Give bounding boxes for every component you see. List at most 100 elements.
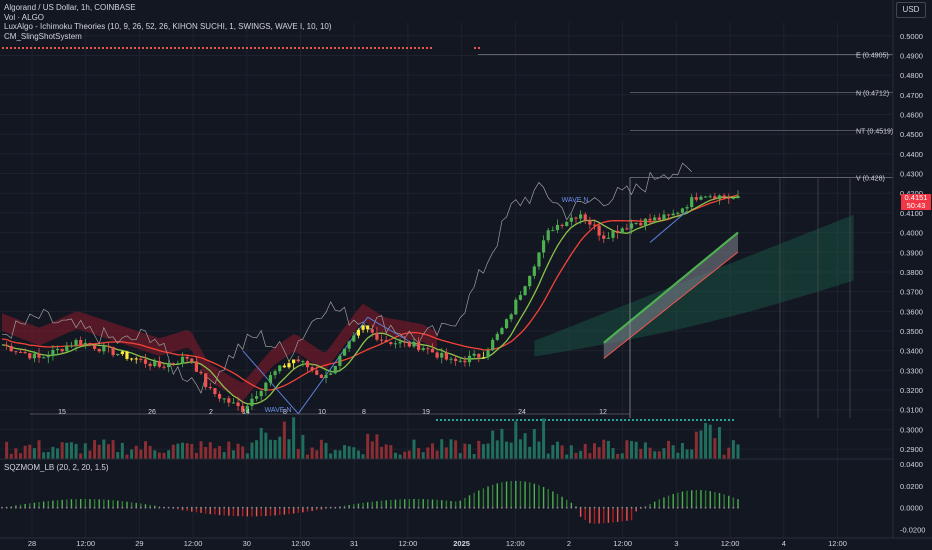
candle-body [116, 354, 120, 356]
volume-bar [667, 440, 671, 459]
volume-bar [14, 448, 18, 459]
squeeze-dot [371, 506, 374, 509]
candle-body [92, 344, 97, 349]
candle-body [208, 387, 212, 389]
resistance-dot [94, 47, 96, 49]
chikou-line [1, 162, 692, 395]
volume-bar [430, 443, 434, 459]
candle-body [305, 361, 310, 368]
resistance-dot [154, 47, 156, 49]
volume-bar [606, 440, 610, 459]
resistance-dot [334, 47, 336, 49]
candle-body [444, 352, 448, 360]
resistance-dot [310, 47, 312, 49]
volume-bar [268, 439, 272, 459]
time-tick-label: 3 [674, 539, 678, 548]
time-tick-label: 12:00 [828, 539, 847, 548]
resistance-dot [34, 47, 36, 49]
indicator-slingshot-label[interactable]: CM_SlingShotSystem [4, 31, 82, 41]
candle-body [264, 382, 268, 392]
resistance-dot [26, 47, 28, 49]
candle-body [32, 353, 37, 359]
candle-body [250, 398, 254, 407]
volume-bar [199, 441, 203, 459]
squeeze-dot [635, 506, 638, 509]
candle-body [648, 218, 652, 221]
candle-body [199, 371, 203, 374]
support-dot [532, 419, 534, 421]
volume-bar [106, 444, 110, 459]
indicator-ichimoku-label[interactable]: LuxAlgo - Ichimoku Theories (10, 9, 26, … [4, 22, 332, 31]
candle-body [597, 225, 601, 236]
volume-bar [375, 434, 379, 459]
candle-body [574, 217, 578, 219]
volume-bar [213, 448, 217, 459]
volume-bar [713, 438, 717, 459]
squeeze-dot [14, 506, 17, 509]
volume-bar [657, 451, 661, 459]
squeeze-dot [232, 506, 235, 509]
volume-bar [648, 447, 652, 459]
volume-bar [676, 452, 680, 459]
resistance-dot [14, 47, 16, 49]
sqzmom-label[interactable]: SQZMOM_LB (20, 2, 20, 1.5) [4, 463, 109, 472]
squeeze-dot [176, 506, 179, 509]
resistance-dot [382, 47, 384, 49]
price-tick-label: 0.3500 [900, 327, 923, 336]
resistance-dot [386, 47, 388, 49]
support-dot [444, 419, 446, 421]
candle-body [384, 340, 388, 343]
candle-body [606, 237, 610, 239]
resistance-dot [342, 47, 344, 49]
currency-button[interactable]: USD [896, 2, 926, 18]
candle-body [407, 342, 411, 347]
candle-body [231, 402, 236, 404]
candle-body [708, 196, 712, 198]
candle-body [60, 348, 64, 352]
squeeze-dot [538, 506, 540, 509]
candle-body [338, 355, 342, 366]
candle-body [500, 328, 504, 334]
volume-bar [218, 445, 222, 459]
indicator-volume-label[interactable]: Vol · ALGO [4, 12, 45, 22]
support-dot [596, 419, 598, 421]
candle-body [176, 363, 180, 365]
support-dot [656, 419, 658, 421]
support-dot [636, 419, 638, 421]
volume-bar [472, 454, 476, 459]
squeeze-dot [130, 506, 133, 509]
resistance-dot [282, 47, 284, 49]
support-dot [600, 419, 602, 421]
squeeze-dot [102, 506, 105, 509]
support-dot [640, 419, 642, 421]
squeeze-dot [676, 506, 679, 509]
symbol-title[interactable]: Algorand / US Dollar, 1h, COINBASE [4, 3, 136, 12]
squeeze-dot [200, 506, 202, 509]
volume-bar [347, 446, 351, 459]
squeeze-dot [737, 506, 739, 509]
support-dot [516, 419, 518, 421]
candle-body [472, 353, 476, 356]
candle-body [171, 363, 175, 365]
price-tick-label: 0.5000 [900, 32, 923, 41]
candle-body [134, 358, 138, 360]
squeeze-dot [468, 506, 471, 509]
support-dot [696, 419, 698, 421]
resistance-dot [306, 47, 308, 49]
support-dot [500, 419, 502, 421]
resistance-dot [166, 47, 168, 49]
squeeze-dot [376, 506, 378, 509]
resistance-dot [146, 47, 148, 49]
volume-bar [602, 439, 606, 459]
squeeze-dot [723, 506, 726, 509]
squeeze-dot [454, 506, 457, 509]
volume-bar [255, 440, 259, 459]
squeeze-dot [524, 506, 526, 509]
candle-body [602, 235, 606, 239]
candle-body [245, 406, 249, 413]
squeeze-dot [510, 506, 513, 509]
candle-body [278, 365, 282, 372]
wave-line [649, 210, 688, 243]
kihon-count-label: 14 [242, 409, 250, 416]
